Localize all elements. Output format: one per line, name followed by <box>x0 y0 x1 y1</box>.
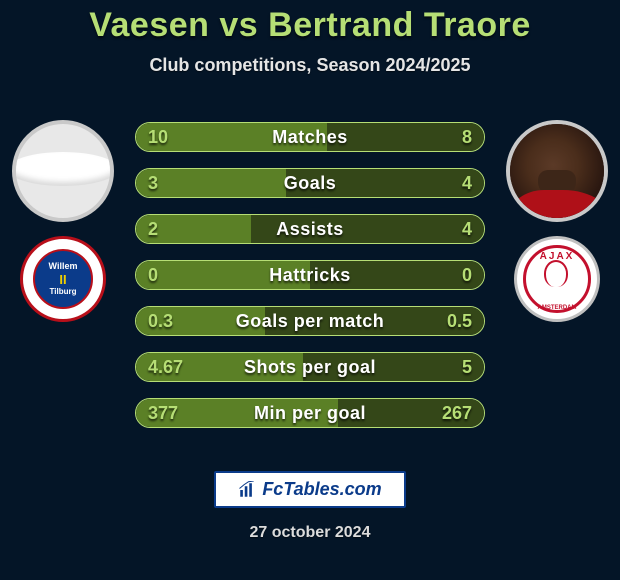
stat-value-right: 4 <box>462 215 472 243</box>
stat-row: Assists2 4 <box>135 214 485 244</box>
stat-row: Shots per goal4.67 5 <box>135 352 485 382</box>
title-player2: Bertrand Traore <box>268 6 531 44</box>
stat-value-left: 0 <box>148 261 158 289</box>
stat-value-right: 5 <box>462 353 472 381</box>
stat-label: Shots per goal <box>136 353 484 381</box>
stat-value-right: 8 <box>462 123 472 151</box>
stat-value-left: 3 <box>148 169 158 197</box>
stat-label: Assists <box>136 215 484 243</box>
stat-label: Goals per match <box>136 307 484 335</box>
willem-crest-line2: II <box>59 273 66 286</box>
ajax-crest-head-icon <box>544 260 568 287</box>
title-player1: Vaesen <box>89 6 209 44</box>
stat-value-left: 10 <box>148 123 168 151</box>
club-crest-ajax: AJAX AMSTERDAM <box>514 236 600 322</box>
chart-bars-icon <box>238 481 256 499</box>
stat-value-right: 0 <box>462 261 472 289</box>
footer: FcTables.com 27 october 2024 <box>0 471 620 542</box>
ajax-crest-bottom: AMSTERDAM <box>517 305 597 311</box>
stat-value-left: 4.67 <box>148 353 183 381</box>
stat-row: Matches10 8 <box>135 122 485 152</box>
stat-value-left: 377 <box>148 399 178 427</box>
club-crest-willem: Willem II Tilburg <box>20 236 106 322</box>
page-title: Vaesen vs Bertrand Traore <box>0 0 620 45</box>
stat-row: Min per goal377 267 <box>135 398 485 428</box>
right-player-column: AJAX AMSTERDAM <box>502 110 612 322</box>
stat-value-right: 267 <box>442 399 472 427</box>
stat-value-left: 0.3 <box>148 307 173 335</box>
stat-row: Hattricks0 0 <box>135 260 485 290</box>
willem-crest-line3: Tilburg <box>50 288 77 296</box>
stat-label: Matches <box>136 123 484 151</box>
left-player-column: Willem II Tilburg <box>8 110 118 322</box>
stat-label: Min per goal <box>136 399 484 427</box>
stat-value-left: 2 <box>148 215 158 243</box>
willem-crest-line1: Willem <box>49 262 78 271</box>
stat-value-right: 0.5 <box>447 307 472 335</box>
stat-label: Hattricks <box>136 261 484 289</box>
title-vs: vs <box>219 6 258 44</box>
subtitle: Club competitions, Season 2024/2025 <box>0 55 620 76</box>
willem-crest-inner: Willem II Tilburg <box>33 249 93 309</box>
placeholder-head-icon <box>12 152 114 186</box>
stat-value-right: 4 <box>462 169 472 197</box>
fctables-badge[interactable]: FcTables.com <box>214 471 405 508</box>
generated-date: 27 october 2024 <box>250 524 371 542</box>
stat-row: Goals per match0.3 0.5 <box>135 306 485 336</box>
stat-label: Goals <box>136 169 484 197</box>
player-avatar-left <box>12 120 114 222</box>
fctables-label: FcTables.com <box>262 479 381 500</box>
stat-bars: Matches108Goals34Assists24Hattricks00Goa… <box>135 122 485 444</box>
stat-row: Goals3 4 <box>135 168 485 198</box>
player-avatar-right <box>506 120 608 222</box>
